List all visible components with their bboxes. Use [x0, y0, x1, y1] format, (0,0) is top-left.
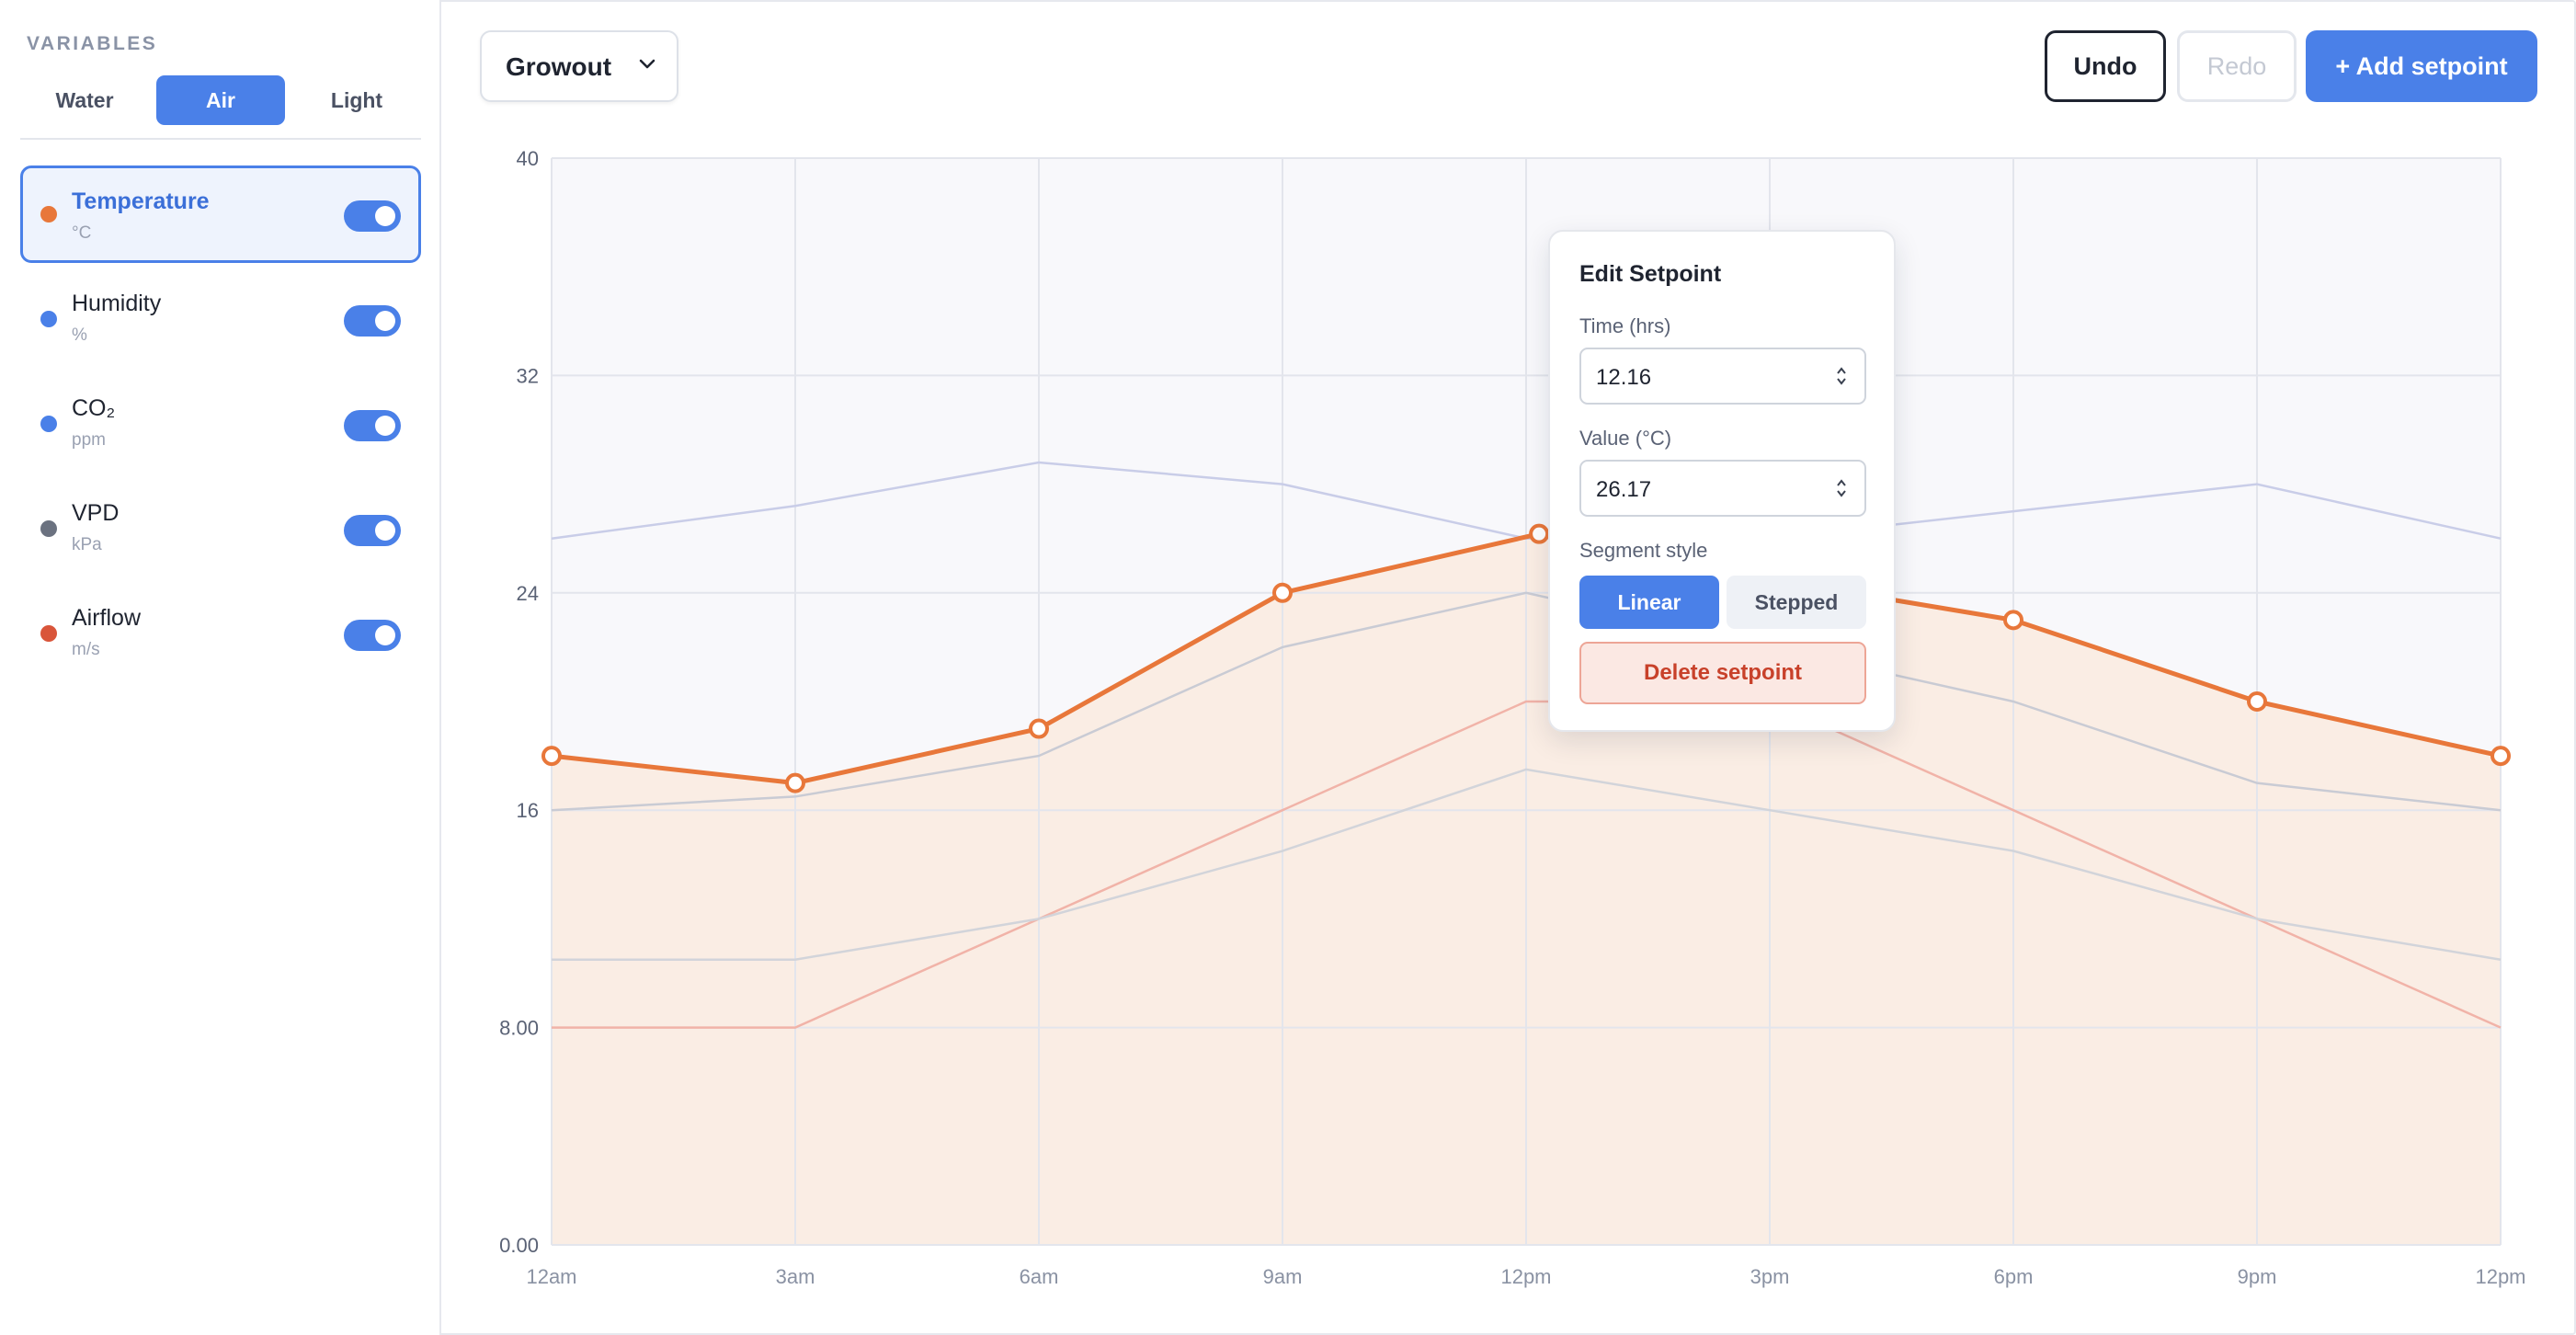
variable-unit: % [72, 325, 87, 345]
segment-linear-button[interactable]: Linear [1579, 576, 1719, 629]
y-tick-label: 24 [517, 582, 539, 605]
stepper-icon[interactable] [1835, 477, 1848, 504]
setpoint-marker[interactable] [1029, 718, 1049, 739]
variable-item-temperature[interactable]: Temperature °C [20, 165, 421, 263]
x-tick-label: 12am [526, 1265, 576, 1288]
variable-name: Humidity [72, 291, 162, 316]
profile-select-value: Growout [506, 52, 612, 81]
y-tick-label: 16 [517, 799, 539, 822]
delete-setpoint-button[interactable]: Delete setpoint [1579, 642, 1866, 704]
temperature-color-dot [40, 206, 57, 222]
variable-name: Airflow [72, 605, 142, 631]
tab-light[interactable]: Light [330, 87, 383, 112]
y-tick-label: 40 [517, 147, 539, 170]
background-series-line [551, 591, 2502, 812]
toggle-knob [375, 311, 395, 331]
x-tick-label: 9am [1263, 1265, 1303, 1288]
x-tick-label: 6am [1020, 1265, 1059, 1288]
setpoint-marker[interactable] [1529, 523, 1550, 544]
variable-unit: °C [72, 223, 92, 243]
y-tick-label: 0.00 [499, 1234, 539, 1257]
airflow-color-dot [40, 625, 57, 642]
toggle-airflow[interactable] [344, 620, 401, 651]
setpoint-marker[interactable] [2003, 610, 2023, 631]
toggle-vpd[interactable] [344, 515, 401, 546]
chevron-down-icon [638, 58, 656, 75]
main-panel: Growout Undo Redo + Add setpoint [441, 0, 2576, 1335]
segment-style-label: Segment style [1579, 539, 1708, 562]
variable-unit: m/s [72, 640, 100, 659]
segment-stepped-button[interactable]: Stepped [1727, 576, 1866, 629]
undo-button[interactable]: Undo [2045, 30, 2166, 102]
background-series-line [552, 700, 2502, 1029]
value-label: Value (°C) [1579, 427, 1672, 450]
variable-item-co2[interactable]: CO₂ ppm [20, 375, 421, 473]
setpoint-marker[interactable] [2491, 746, 2511, 767]
toggle-knob [375, 625, 395, 645]
toggle-knob [375, 520, 395, 541]
stepper-icon[interactable] [1835, 365, 1848, 392]
variable-name: CO₂ [72, 395, 116, 421]
value-input-value: 26.17 [1596, 477, 1652, 502]
humidity-color-dot [40, 311, 57, 327]
variable-item-humidity[interactable]: Humidity % [20, 270, 421, 368]
variable-item-airflow[interactable]: Airflow m/s [20, 585, 421, 682]
variable-unit: kPa [72, 535, 102, 554]
x-tick-label: 6pm [1994, 1265, 2034, 1288]
add-setpoint-button[interactable]: + Add setpoint [2306, 30, 2537, 102]
x-tick-label: 3am [776, 1265, 815, 1288]
setpoint-marker[interactable] [1272, 582, 1293, 603]
y-tick-label: 8.00 [499, 1017, 539, 1040]
time-input[interactable]: 12.16 [1579, 348, 1866, 405]
y-tick-label: 32 [517, 364, 539, 387]
variable-name: Temperature [72, 188, 210, 214]
variable-name: VPD [72, 500, 120, 526]
background-series-line [552, 768, 2502, 961]
toggle-co2[interactable] [344, 410, 401, 441]
variable-group-tabs: Water Air Light [20, 75, 421, 140]
setpoint-marker[interactable] [541, 746, 562, 767]
toggle-knob [375, 206, 395, 226]
redo-button[interactable]: Redo [2177, 30, 2297, 102]
setpoint-marker[interactable] [785, 772, 805, 793]
sidebar-heading: VARIABLES [27, 33, 158, 54]
vpd-color-dot [40, 520, 57, 537]
time-input-value: 12.16 [1596, 365, 1652, 390]
value-input[interactable]: 26.17 [1579, 460, 1866, 517]
profile-select[interactable]: Growout [480, 30, 678, 102]
tab-water[interactable]: Water [55, 87, 114, 112]
x-tick-label: 12pm [2475, 1265, 2525, 1288]
popover-title: Edit Setpoint [1579, 261, 1722, 287]
sidebar: VARIABLES Water Air Light Temperature °C… [0, 0, 441, 1335]
toggle-knob [375, 416, 395, 436]
x-tick-label: 9pm [2238, 1265, 2277, 1288]
toggle-humidity[interactable] [344, 305, 401, 337]
edit-setpoint-popover: Edit Setpoint Time (hrs) 12.16 Value (°C… [1548, 230, 1896, 732]
variable-unit: ppm [72, 430, 106, 450]
x-tick-label: 12pm [1500, 1265, 1551, 1288]
time-label: Time (hrs) [1579, 314, 1671, 337]
variable-item-vpd[interactable]: VPD kPa [20, 480, 421, 577]
co2-color-dot [40, 416, 57, 432]
toggle-temperature[interactable] [344, 200, 401, 232]
tab-air[interactable]: Air [156, 75, 285, 125]
x-tick-label: 3pm [1750, 1265, 1790, 1288]
setpoint-marker[interactable] [2247, 691, 2267, 712]
